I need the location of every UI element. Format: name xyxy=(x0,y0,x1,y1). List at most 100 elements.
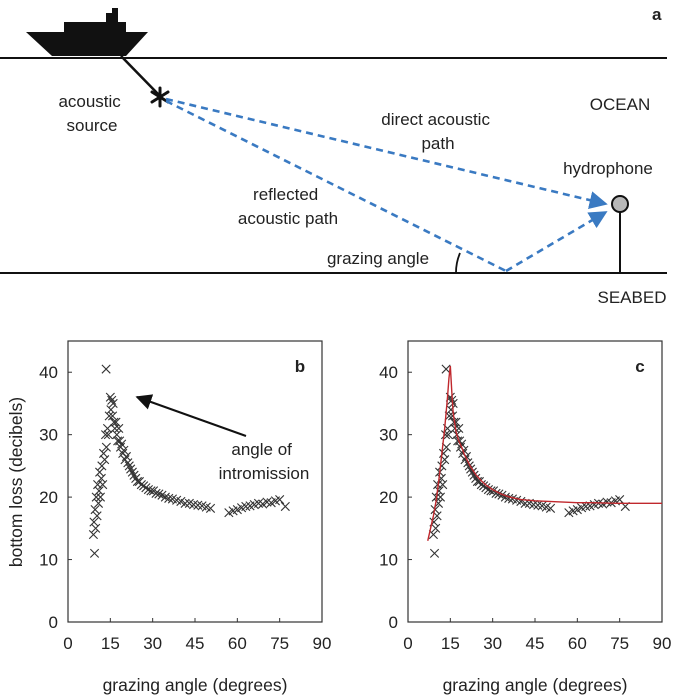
data-point xyxy=(89,548,100,558)
chart-b-ticks: 0 15 30 45 60 75 90 0 10 20 30 40 xyxy=(39,363,331,653)
chart-c-fit-line xyxy=(427,365,662,541)
direct-acoustic-path xyxy=(165,97,608,210)
panel-a-letter: a xyxy=(652,5,662,24)
y-tick-label: 30 xyxy=(39,426,58,445)
data-point xyxy=(132,476,143,487)
data-point xyxy=(451,417,461,427)
data-point xyxy=(88,529,98,540)
data-point xyxy=(275,495,285,505)
y-tick-label: 0 xyxy=(49,613,58,632)
data-point xyxy=(129,470,139,480)
x-tick-label: 60 xyxy=(228,634,247,653)
data-point xyxy=(91,523,101,533)
data-point xyxy=(97,461,107,471)
data-point xyxy=(437,461,447,471)
data-point xyxy=(95,467,105,477)
data-point xyxy=(95,492,106,502)
chart-c-letter: c xyxy=(635,357,644,376)
chart-c-ticks: 0 15 30 45 60 75 90 0 10 20 30 40 xyxy=(379,363,671,653)
chart-c-points xyxy=(428,364,630,558)
data-point xyxy=(107,395,117,405)
data-point xyxy=(93,498,104,508)
y-tick-label: 30 xyxy=(379,426,398,445)
data-point xyxy=(151,488,161,498)
data-point xyxy=(615,495,625,505)
data-point xyxy=(205,503,216,513)
data-point xyxy=(126,464,136,474)
data-point xyxy=(154,489,164,499)
chart-b-points xyxy=(88,364,290,558)
x-tick-label: 30 xyxy=(143,634,162,653)
data-point xyxy=(113,436,123,446)
data-point xyxy=(105,392,115,402)
data-point xyxy=(114,423,124,434)
data-point xyxy=(431,523,441,533)
data-point xyxy=(136,480,146,490)
data-point xyxy=(101,364,111,374)
data-point xyxy=(441,364,451,374)
y-tick-label: 20 xyxy=(379,488,398,507)
data-point xyxy=(146,486,156,496)
data-point xyxy=(440,430,451,440)
data-point xyxy=(428,529,438,540)
data-point xyxy=(160,492,170,502)
y-tick-label: 10 xyxy=(39,551,58,570)
reflected-path-down xyxy=(165,99,507,273)
data-point xyxy=(108,398,118,409)
data-point xyxy=(164,493,174,503)
x-tick-label: 60 xyxy=(568,634,587,653)
data-point xyxy=(117,439,127,449)
data-point xyxy=(123,458,133,468)
x-tick-label: 75 xyxy=(610,634,629,653)
chart-b: b 0 15 30 45 60 75 90 0 10 20 30 40 angle of introm… xyxy=(6,340,331,695)
hydrophone-label: hydrophone xyxy=(563,159,653,178)
data-point xyxy=(106,405,116,415)
data-point xyxy=(124,461,134,471)
reflected-path-label: reflected acoustic path xyxy=(238,185,338,228)
data-point xyxy=(127,467,137,477)
data-point xyxy=(92,511,102,521)
x-tick-label: 90 xyxy=(313,634,332,653)
chart-b-xlabel: grazing angle (degrees) xyxy=(103,675,288,695)
data-point xyxy=(89,517,99,527)
y-tick-label: 40 xyxy=(379,363,398,382)
acoustic-source-icon xyxy=(150,86,170,108)
data-point xyxy=(486,486,496,496)
chart-b-ylabel: bottom loss (decibels) xyxy=(6,397,26,567)
y-tick-label: 10 xyxy=(379,551,398,570)
data-point xyxy=(90,505,100,515)
data-point xyxy=(438,480,448,490)
x-tick-label: 15 xyxy=(101,634,120,653)
x-tick-label: 90 xyxy=(653,634,672,653)
x-tick-label: 0 xyxy=(403,634,412,653)
tow-cable xyxy=(120,55,161,97)
data-point xyxy=(280,501,290,512)
x-tick-label: 45 xyxy=(526,634,545,653)
reflected-path-up xyxy=(505,210,608,273)
data-point xyxy=(180,498,190,508)
x-tick-label: 0 xyxy=(63,634,72,653)
direct-path-label: direct acoustic path xyxy=(381,110,494,153)
panel-a: a acoustic s xyxy=(0,5,667,307)
y-tick-label: 20 xyxy=(39,488,58,507)
intromission-arrow xyxy=(135,394,247,437)
data-point xyxy=(476,480,486,490)
chart-c-xlabel: grazing angle (degrees) xyxy=(443,675,628,695)
hydrophone-icon xyxy=(611,195,629,213)
grazing-angle-arc xyxy=(455,252,461,274)
data-point xyxy=(119,445,129,455)
data-point xyxy=(101,442,111,452)
data-point xyxy=(100,455,110,465)
data-point xyxy=(545,503,556,513)
source-label: acoustic source xyxy=(58,92,125,135)
y-tick-label: 0 xyxy=(389,613,398,632)
data-point xyxy=(429,548,440,558)
x-tick-label: 75 xyxy=(270,634,289,653)
ocean-label: OCEAN xyxy=(590,95,650,114)
chart-c: c 0 15 30 45 60 75 90 0 10 20 30 40 grazing angle (… xyxy=(379,340,671,695)
data-point xyxy=(111,417,121,427)
ship-icon xyxy=(26,8,148,56)
data-point xyxy=(100,430,111,440)
intromission-label: angle of intromission xyxy=(219,440,310,483)
seabed-label: SEABED xyxy=(598,288,667,307)
